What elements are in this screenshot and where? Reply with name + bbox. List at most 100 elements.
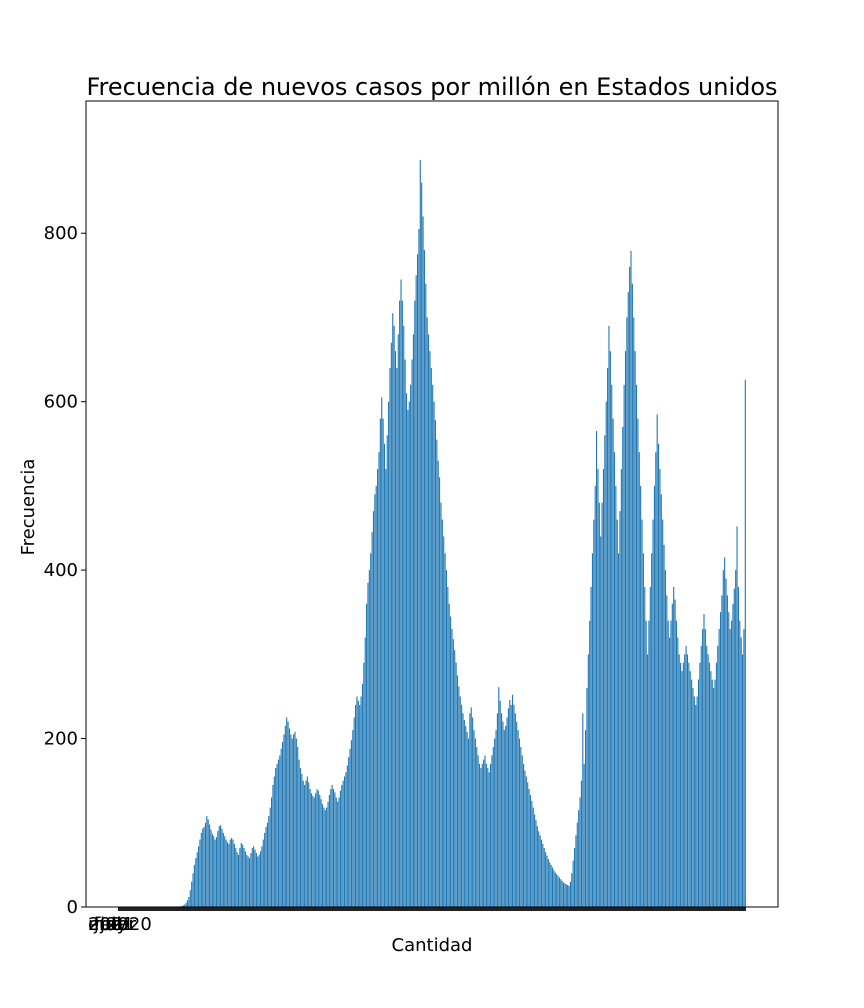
bar bbox=[450, 616, 452, 907]
bar bbox=[655, 452, 657, 907]
bar bbox=[560, 879, 562, 907]
bar bbox=[394, 351, 397, 907]
bar bbox=[302, 780, 304, 907]
bar bbox=[320, 799, 322, 907]
bar bbox=[564, 883, 566, 907]
bar bbox=[246, 854, 248, 907]
bar bbox=[670, 620, 672, 907]
bar bbox=[742, 654, 744, 907]
bar bbox=[677, 637, 679, 907]
bar bbox=[719, 612, 722, 907]
bar bbox=[540, 839, 543, 907]
bar bbox=[707, 654, 709, 907]
bar bbox=[466, 731, 468, 907]
bar bbox=[389, 367, 391, 908]
bar bbox=[385, 469, 387, 907]
bar bbox=[590, 586, 592, 907]
bar bbox=[601, 502, 603, 907]
bar bbox=[257, 856, 259, 907]
bar bbox=[414, 300, 416, 907]
bar bbox=[251, 848, 253, 907]
bar bbox=[634, 351, 636, 907]
bar bbox=[337, 801, 339, 907]
bar bbox=[730, 620, 733, 907]
bar bbox=[200, 832, 202, 907]
bar bbox=[444, 553, 446, 907]
bar bbox=[222, 832, 224, 907]
bar bbox=[454, 650, 456, 907]
bar bbox=[627, 292, 629, 907]
bar bbox=[509, 699, 511, 907]
bar bbox=[499, 700, 501, 907]
bar bbox=[739, 620, 741, 907]
bar bbox=[467, 738, 470, 907]
bar bbox=[539, 835, 541, 907]
bar bbox=[430, 367, 432, 908]
bar bbox=[561, 880, 563, 907]
bar bbox=[649, 586, 651, 907]
bar bbox=[485, 763, 487, 907]
bars-group bbox=[180, 159, 746, 908]
bar bbox=[188, 896, 190, 907]
bar bbox=[404, 359, 406, 907]
bar bbox=[484, 755, 486, 907]
bar bbox=[456, 675, 459, 907]
bar bbox=[356, 696, 358, 907]
bar bbox=[732, 603, 734, 907]
bar bbox=[375, 485, 377, 907]
bar bbox=[434, 420, 436, 907]
bar bbox=[535, 820, 537, 907]
bar bbox=[591, 553, 593, 907]
bar bbox=[313, 797, 315, 907]
bar bbox=[290, 734, 292, 907]
bar bbox=[663, 544, 665, 907]
bar bbox=[700, 645, 702, 907]
bar bbox=[516, 721, 518, 907]
bar bbox=[312, 795, 314, 907]
bar bbox=[416, 254, 419, 907]
bar bbox=[691, 679, 693, 907]
bar bbox=[474, 738, 476, 907]
x-tick-label: jul bbox=[99, 914, 121, 935]
bar bbox=[220, 825, 222, 907]
bar bbox=[348, 757, 350, 907]
bar bbox=[470, 707, 472, 907]
bar bbox=[327, 801, 329, 907]
bar bbox=[225, 839, 227, 907]
bar bbox=[542, 843, 544, 907]
bar bbox=[282, 741, 284, 907]
bar bbox=[374, 494, 376, 907]
bar bbox=[520, 746, 522, 907]
bar bbox=[242, 844, 244, 907]
bar bbox=[492, 746, 494, 907]
bar bbox=[545, 852, 547, 907]
bar bbox=[695, 704, 697, 907]
bar bbox=[447, 586, 449, 907]
bar bbox=[463, 720, 465, 907]
bar bbox=[393, 325, 395, 907]
bar bbox=[708, 662, 711, 907]
bar bbox=[644, 586, 646, 907]
bar bbox=[521, 755, 523, 907]
bar bbox=[244, 851, 246, 907]
bar bbox=[198, 846, 200, 907]
bar bbox=[361, 683, 363, 907]
bar bbox=[554, 872, 556, 907]
y-tick-label: 400 bbox=[44, 560, 78, 581]
bar bbox=[332, 789, 335, 907]
bar bbox=[586, 688, 588, 907]
bar bbox=[371, 532, 373, 907]
bar bbox=[510, 704, 512, 907]
bar bbox=[477, 755, 479, 907]
bar bbox=[602, 469, 605, 907]
bar bbox=[565, 884, 567, 907]
bar bbox=[426, 317, 428, 907]
bar bbox=[706, 645, 708, 907]
bar bbox=[480, 768, 482, 907]
bar bbox=[259, 851, 262, 907]
bar bbox=[193, 864, 195, 907]
bar bbox=[226, 842, 229, 907]
bar bbox=[583, 763, 585, 907]
bar bbox=[386, 435, 388, 907]
bar bbox=[597, 469, 599, 907]
